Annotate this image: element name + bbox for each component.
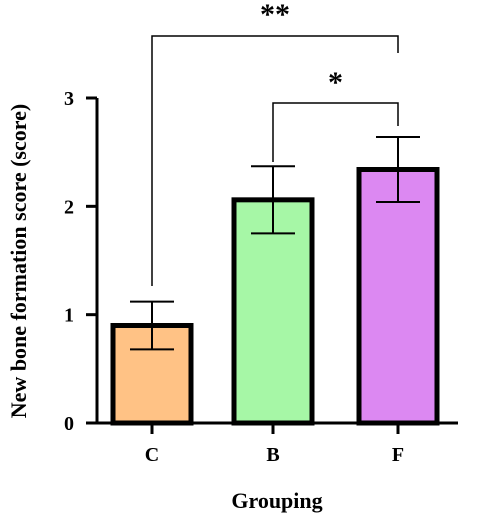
significance-bracket-c-f: ** [151, 0, 399, 286]
y-tick-label-1: 1 [64, 305, 74, 327]
error-bar-b [251, 165, 295, 235]
bars-layer [110, 167, 440, 426]
bar-f [356, 167, 440, 426]
x-axis-label: Grouping [231, 488, 322, 513]
y-tick-label-0: 0 [64, 413, 74, 435]
error-bar-f [376, 136, 420, 203]
significance-label: * [328, 66, 343, 99]
significance-layer: *** [151, 0, 399, 286]
y-axis-label: New bone formation score (score) [6, 104, 31, 418]
error-bar-c [130, 300, 174, 351]
y-tick-label-3: 3 [64, 88, 74, 110]
y-ticks-layer: 0 1 2 3 [64, 88, 97, 435]
y-tick-label-2: 2 [64, 196, 74, 218]
x-tick-label-b: B [266, 444, 279, 466]
x-tick-label-f: F [392, 444, 404, 466]
significance-label: ** [260, 0, 290, 31]
error-bars-layer [130, 136, 420, 351]
x-tick-label-c: C [145, 444, 159, 466]
significance-bracket-b-f: * [272, 66, 399, 162]
